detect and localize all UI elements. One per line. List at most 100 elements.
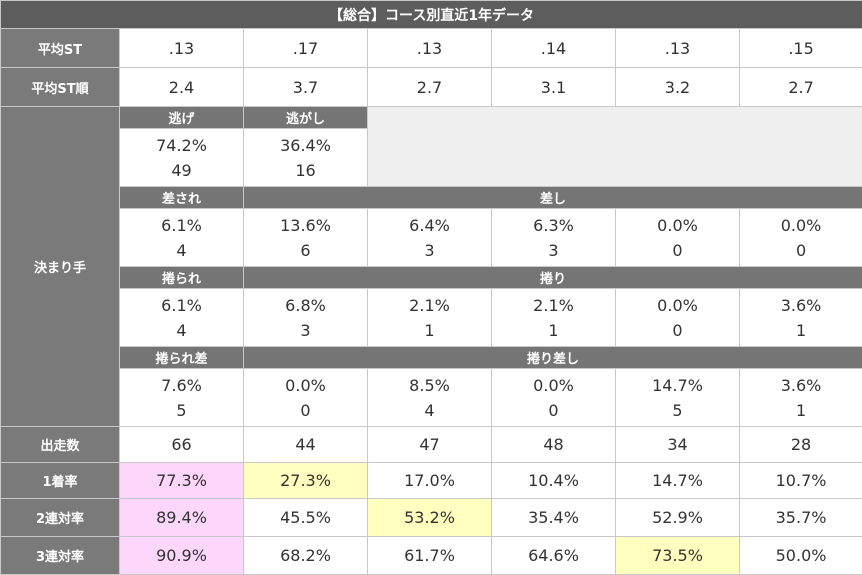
avg-st-rank-lane-1: 2.4 xyxy=(120,68,244,107)
sashi-count: 0 xyxy=(616,238,739,263)
makuri-cell-lane-2: 6.8% 3 xyxy=(244,289,368,347)
table-title: 【総合】コース別直近1年データ xyxy=(1,1,862,29)
makurare-pct: 6.1% xyxy=(120,293,243,318)
makuri-sashi-pct: 0.0% xyxy=(492,373,615,398)
makuri-sashi-pct: 14.7% xyxy=(616,373,739,398)
makurare-cell: 6.1% 4 xyxy=(120,289,244,347)
sashi-pct: 6.3% xyxy=(492,213,615,238)
starts-lane-2: 44 xyxy=(244,427,368,463)
makurare-sashi-count: 5 xyxy=(120,398,243,423)
makuri-sashi-cell-lane-3: 8.5% 4 xyxy=(368,369,492,427)
makuri-sashi-count: 5 xyxy=(616,398,739,423)
makuri-sashi-pct: 0.0% xyxy=(244,373,367,398)
makuri-count: 1 xyxy=(740,318,862,343)
subhead-makuri: 捲り xyxy=(244,267,862,289)
makurare-sashi-pct: 7.6% xyxy=(120,373,243,398)
avg-st-lane-2: .17 xyxy=(244,29,368,68)
nigashi-cell: 36.4% 16 xyxy=(244,129,368,187)
sashi-count: 6 xyxy=(244,238,367,263)
top3-rate-lane-5: 73.5% xyxy=(616,537,740,575)
makuri-sashi-cell-lane-5: 14.7% 5 xyxy=(616,369,740,427)
subhead-sasare: 差され xyxy=(120,187,244,209)
row-label-starts: 出走数 xyxy=(1,427,120,463)
sashi-pct: 0.0% xyxy=(740,213,862,238)
row-label-top2-rate: 2連対率 xyxy=(1,499,120,537)
avg-st-lane-5: .13 xyxy=(616,29,740,68)
sashi-cell-lane-2: 13.6% 6 xyxy=(244,209,368,267)
makuri-count: 1 xyxy=(368,318,491,343)
makuri-cell-lane-6: 3.6% 1 xyxy=(740,289,862,347)
nigashi-pct: 36.4% xyxy=(244,133,367,158)
subhead-makurare-sashi: 捲られ差 xyxy=(120,347,244,369)
sashi-count: 0 xyxy=(740,238,862,263)
nigashi-count: 16 xyxy=(244,158,367,183)
row-label-avg-st: 平均ST xyxy=(1,29,120,68)
makurare-sashi-cell: 7.6% 5 xyxy=(120,369,244,427)
win-rate-lane-3: 17.0% xyxy=(368,463,492,499)
win-rate-lane-5: 14.7% xyxy=(616,463,740,499)
starts-lane-4: 48 xyxy=(492,427,616,463)
makuri-sashi-pct: 8.5% xyxy=(368,373,491,398)
starts-lane-3: 47 xyxy=(368,427,492,463)
makuri-pct: 0.0% xyxy=(616,293,739,318)
sashi-pct: 13.6% xyxy=(244,213,367,238)
makuri-count: 3 xyxy=(244,318,367,343)
avg-st-rank-lane-3: 2.7 xyxy=(368,68,492,107)
avg-st-lane-4: .14 xyxy=(492,29,616,68)
makuri-sashi-count: 4 xyxy=(368,398,491,423)
makuri-cell-lane-3: 2.1% 1 xyxy=(368,289,492,347)
top2-rate-lane-5: 52.9% xyxy=(616,499,740,537)
top3-rate-lane-2: 68.2% xyxy=(244,537,368,575)
avg-st-rank-lane-6: 2.7 xyxy=(740,68,862,107)
subhead-makurare: 捲られ xyxy=(120,267,244,289)
subhead-nige: 逃げ xyxy=(120,107,244,129)
makuri-cell-lane-5: 0.0% 0 xyxy=(616,289,740,347)
sashi-count: 3 xyxy=(368,238,491,263)
sashi-cell-lane-4: 6.3% 3 xyxy=(492,209,616,267)
subhead-sashi: 差し xyxy=(244,187,862,209)
nige-pct: 74.2% xyxy=(120,133,243,158)
sasare-count: 4 xyxy=(120,238,243,263)
makuri-cell-lane-4: 2.1% 1 xyxy=(492,289,616,347)
avg-st-rank-lane-4: 3.1 xyxy=(492,68,616,107)
top3-rate-lane-6: 50.0% xyxy=(740,537,862,575)
makuri-sashi-count: 0 xyxy=(492,398,615,423)
makuri-sashi-cell-lane-4: 0.0% 0 xyxy=(492,369,616,427)
starts-lane-6: 28 xyxy=(740,427,862,463)
sasare-cell: 6.1% 4 xyxy=(120,209,244,267)
makuri-sashi-cell-lane-2: 0.0% 0 xyxy=(244,369,368,427)
makuri-sashi-count: 1 xyxy=(740,398,862,423)
win-rate-lane-6: 10.7% xyxy=(740,463,862,499)
nige-cell: 74.2% 49 xyxy=(120,129,244,187)
sashi-pct: 6.4% xyxy=(368,213,491,238)
makuri-sashi-cell-lane-6: 3.6% 1 xyxy=(740,369,862,427)
starts-lane-1: 66 xyxy=(120,427,244,463)
row-label-avg-st-rank: 平均ST順 xyxy=(1,68,120,107)
sashi-count: 3 xyxy=(492,238,615,263)
top3-rate-lane-4: 64.6% xyxy=(492,537,616,575)
makurare-count: 4 xyxy=(120,318,243,343)
makuri-count: 1 xyxy=(492,318,615,343)
top3-rate-lane-3: 61.7% xyxy=(368,537,492,575)
subhead-makuri-sashi: 捲り差し xyxy=(244,347,862,369)
sasare-pct: 6.1% xyxy=(120,213,243,238)
top2-rate-lane-6: 35.7% xyxy=(740,499,862,537)
avg-st-lane-6: .15 xyxy=(740,29,862,68)
makuri-sashi-pct: 3.6% xyxy=(740,373,862,398)
avg-st-rank-lane-2: 3.7 xyxy=(244,68,368,107)
sashi-cell-lane-3: 6.4% 3 xyxy=(368,209,492,267)
nige-count: 49 xyxy=(120,158,243,183)
win-rate-lane-1: 77.3% xyxy=(120,463,244,499)
makuri-pct: 2.1% xyxy=(368,293,491,318)
top2-rate-lane-3: 53.2% xyxy=(368,499,492,537)
avg-st-lane-3: .13 xyxy=(368,29,492,68)
row-label-kimarite: 決まり手 xyxy=(1,107,120,427)
top3-rate-lane-1: 90.9% xyxy=(120,537,244,575)
makuri-pct: 6.8% xyxy=(244,293,367,318)
row-label-win-rate: 1着率 xyxy=(1,463,120,499)
row-label-top3-rate: 3連対率 xyxy=(1,537,120,575)
win-rate-lane-4: 10.4% xyxy=(492,463,616,499)
makuri-pct: 3.6% xyxy=(740,293,862,318)
sashi-cell-lane-6: 0.0% 0 xyxy=(740,209,862,267)
